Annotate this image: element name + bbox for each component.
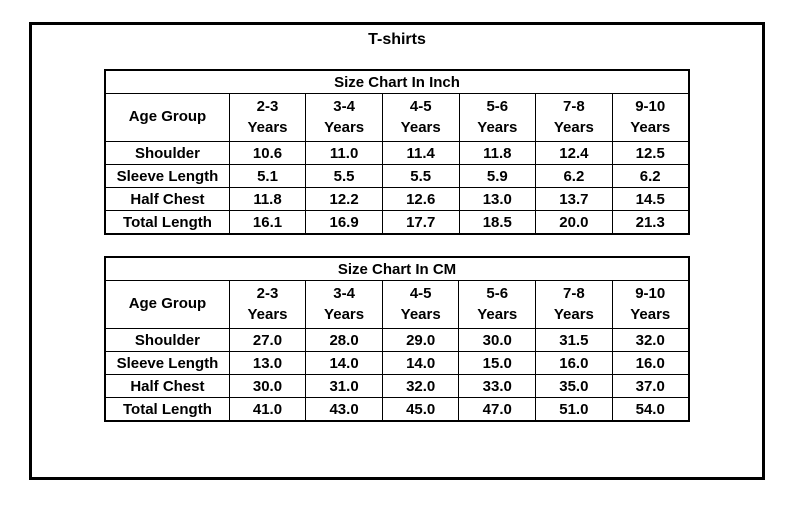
cell-value: 10.6: [228, 141, 307, 165]
cell-value: 28.0: [305, 328, 383, 352]
size-chart-cm-table: Size Chart In CM Age Group 2-3 Years 3-4…: [104, 256, 690, 422]
cell-value: 30.0: [458, 328, 537, 352]
cell-value: 12.5: [611, 141, 690, 165]
table-header-row: Age Group 2-3 Years 3-4 Years 4-5 Years …: [104, 93, 690, 142]
cell-value: 54.0: [611, 397, 690, 422]
cell-value: 32.0: [381, 374, 460, 398]
cell-value: 32.0: [611, 328, 690, 352]
cell-value: 15.0: [458, 351, 537, 375]
cell-value: 14.0: [305, 351, 383, 375]
cell-value: 14.0: [381, 351, 460, 375]
row-label-total-length: Total Length: [104, 397, 230, 422]
table-title-row: Size Chart In CM: [104, 256, 690, 281]
column-header-5-6-years: 5-6 Years: [458, 93, 537, 142]
table-row: Sleeve Length 13.0 14.0 14.0 15.0 16.0 1…: [104, 351, 690, 375]
cell-value: 16.1: [228, 210, 307, 235]
cell-value: 20.0: [535, 210, 613, 235]
cell-value: 16.0: [611, 351, 690, 375]
cell-value: 6.2: [611, 164, 690, 188]
table-title-cm: Size Chart In CM: [104, 256, 690, 281]
cell-value: 47.0: [458, 397, 537, 422]
cell-value: 41.0: [228, 397, 307, 422]
size-chart-inch-table: Size Chart In Inch Age Group 2-3 Years 3…: [104, 69, 690, 235]
cell-value: 35.0: [535, 374, 613, 398]
cell-value: 11.0: [305, 141, 383, 165]
cell-value: 14.5: [611, 187, 690, 211]
cell-value: 6.2: [535, 164, 613, 188]
cell-value: 51.0: [535, 397, 613, 422]
column-header-7-8-years: 7-8 Years: [535, 280, 613, 329]
cell-value: 31.0: [305, 374, 383, 398]
cell-value: 12.4: [535, 141, 613, 165]
cell-value: 30.0: [228, 374, 307, 398]
cell-value: 12.2: [305, 187, 383, 211]
cell-value: 5.5: [381, 164, 460, 188]
column-header-3-4-years: 3-4 Years: [305, 280, 383, 329]
cell-value: 27.0: [228, 328, 307, 352]
page-title: T-shirts: [368, 31, 426, 48]
row-label-shoulder: Shoulder: [104, 141, 230, 165]
column-header-9-10-years: 9-10 Years: [611, 280, 690, 329]
cell-value: 11.8: [458, 141, 537, 165]
cell-value: 11.4: [381, 141, 460, 165]
cell-value: 16.9: [305, 210, 383, 235]
column-header-7-8-years: 7-8 Years: [535, 93, 613, 142]
column-header-2-3-years: 2-3 Years: [228, 93, 307, 142]
table-row: Shoulder 27.0 28.0 29.0 30.0 31.5 32.0: [104, 328, 690, 352]
cell-value: 13.7: [535, 187, 613, 211]
row-label-sleeve-length: Sleeve Length: [104, 164, 230, 188]
column-header-3-4-years: 3-4 Years: [305, 93, 383, 142]
cell-value: 21.3: [611, 210, 690, 235]
cell-value: 43.0: [305, 397, 383, 422]
table-row: Total Length 16.1 16.9 17.7 18.5 20.0 21…: [104, 210, 690, 235]
page-border: T-shirts Size Chart In Inch Age Group 2-…: [29, 22, 765, 480]
cell-value: 12.6: [381, 187, 460, 211]
cell-value: 45.0: [381, 397, 460, 422]
cell-value: 37.0: [611, 374, 690, 398]
table-row: Shoulder 10.6 11.0 11.4 11.8 12.4 12.5: [104, 141, 690, 165]
table-row: Half Chest 30.0 31.0 32.0 33.0 35.0 37.0: [104, 374, 690, 398]
column-header-9-10-years: 9-10 Years: [611, 93, 690, 142]
column-header-2-3-years: 2-3 Years: [228, 280, 307, 329]
cell-value: 18.5: [458, 210, 537, 235]
column-header-4-5-years: 4-5 Years: [381, 280, 460, 329]
cell-value: 5.1: [228, 164, 307, 188]
table-row: Sleeve Length 5.1 5.5 5.5 5.9 6.2 6.2: [104, 164, 690, 188]
cell-value: 5.9: [458, 164, 537, 188]
cell-value: 33.0: [458, 374, 537, 398]
column-header-5-6-years: 5-6 Years: [458, 280, 537, 329]
cell-value: 13.0: [458, 187, 537, 211]
cell-value: 31.5: [535, 328, 613, 352]
row-label-half-chest: Half Chest: [104, 187, 230, 211]
cell-value: 16.0: [535, 351, 613, 375]
table-row: Total Length 41.0 43.0 45.0 47.0 51.0 54…: [104, 397, 690, 422]
row-label-half-chest: Half Chest: [104, 374, 230, 398]
table-title-inch: Size Chart In Inch: [104, 69, 690, 94]
corner-header-age-group: Age Group: [104, 280, 230, 329]
table-row: Half Chest 11.8 12.2 12.6 13.0 13.7 14.5: [104, 187, 690, 211]
cell-value: 29.0: [381, 328, 460, 352]
cell-value: 17.7: [381, 210, 460, 235]
table-title-row: Size Chart In Inch: [104, 69, 690, 94]
row-label-sleeve-length: Sleeve Length: [104, 351, 230, 375]
row-label-shoulder: Shoulder: [104, 328, 230, 352]
table-header-row: Age Group 2-3 Years 3-4 Years 4-5 Years …: [104, 280, 690, 329]
corner-header-age-group: Age Group: [104, 93, 230, 142]
row-label-total-length: Total Length: [104, 210, 230, 235]
column-header-4-5-years: 4-5 Years: [381, 93, 460, 142]
cell-value: 5.5: [305, 164, 383, 188]
cell-value: 13.0: [228, 351, 307, 375]
cell-value: 11.8: [228, 187, 307, 211]
